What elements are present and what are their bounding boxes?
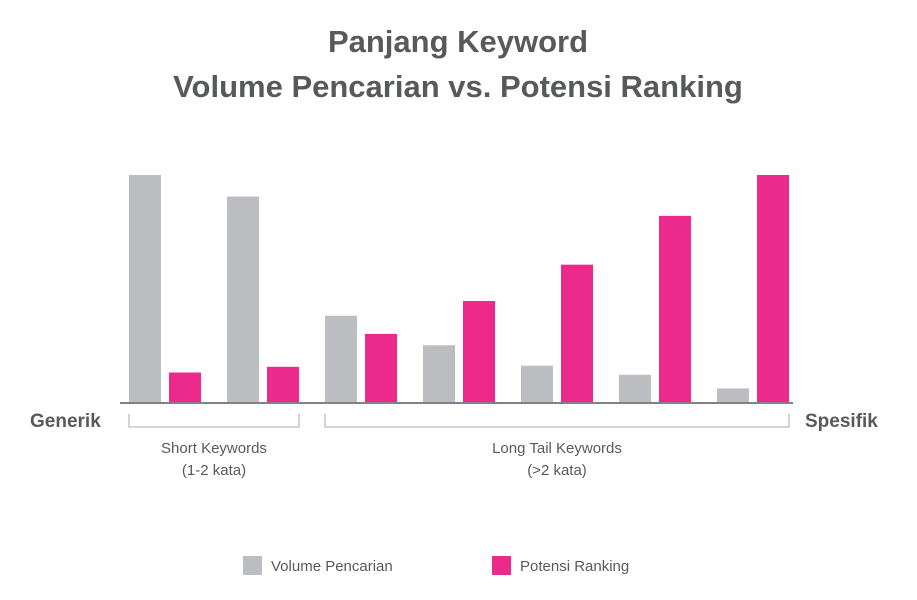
group-label-1-line-1: Short Keywords [161,440,267,457]
bar-ranking-2 [267,366,299,402]
axis-left-label: Generik [30,411,101,432]
group-label-1-line-2: (1-2 kata) [182,462,246,479]
bar-ranking-3 [365,333,397,402]
bar-ranking-6 [659,215,691,402]
group-bracket-2 [324,414,790,428]
legend-swatch-2 [492,556,511,575]
bar-volume-4 [423,345,455,402]
group-bracket-1 [128,414,300,428]
bar-ranking-7 [757,175,789,402]
bar-volume-1 [129,175,161,402]
bar-volume-2 [227,196,259,402]
group-label-2-line-1: Long Tail Keywords [492,440,622,457]
group-label-2-line-2: (>2 kata) [527,462,587,479]
group-brackets: Short Keywords (1-2 kata) Long Tail Keywor… [128,414,790,479]
bar-ranking-1 [169,372,201,402]
bar-volume-6 [619,374,651,402]
bars-layer [129,175,789,402]
axis-right-label: Spesifik [805,411,878,432]
chart-title-line-1: Panjang Keyword [328,24,588,59]
bar-volume-3 [325,315,357,402]
bar-ranking-4 [463,300,495,402]
chart-title-line-2: Volume Pencarian vs. Potensi Ranking [173,69,743,104]
legend-swatch-1 [243,556,262,575]
bar-ranking-5 [561,264,593,402]
bar-volume-7 [717,388,749,402]
legend-label-2: Potensi Ranking [520,558,629,575]
legend: Volume Pencarian Potensi Ranking [243,556,629,575]
legend-label-1: Volume Pencarian [271,558,393,575]
bar-volume-5 [521,365,553,402]
